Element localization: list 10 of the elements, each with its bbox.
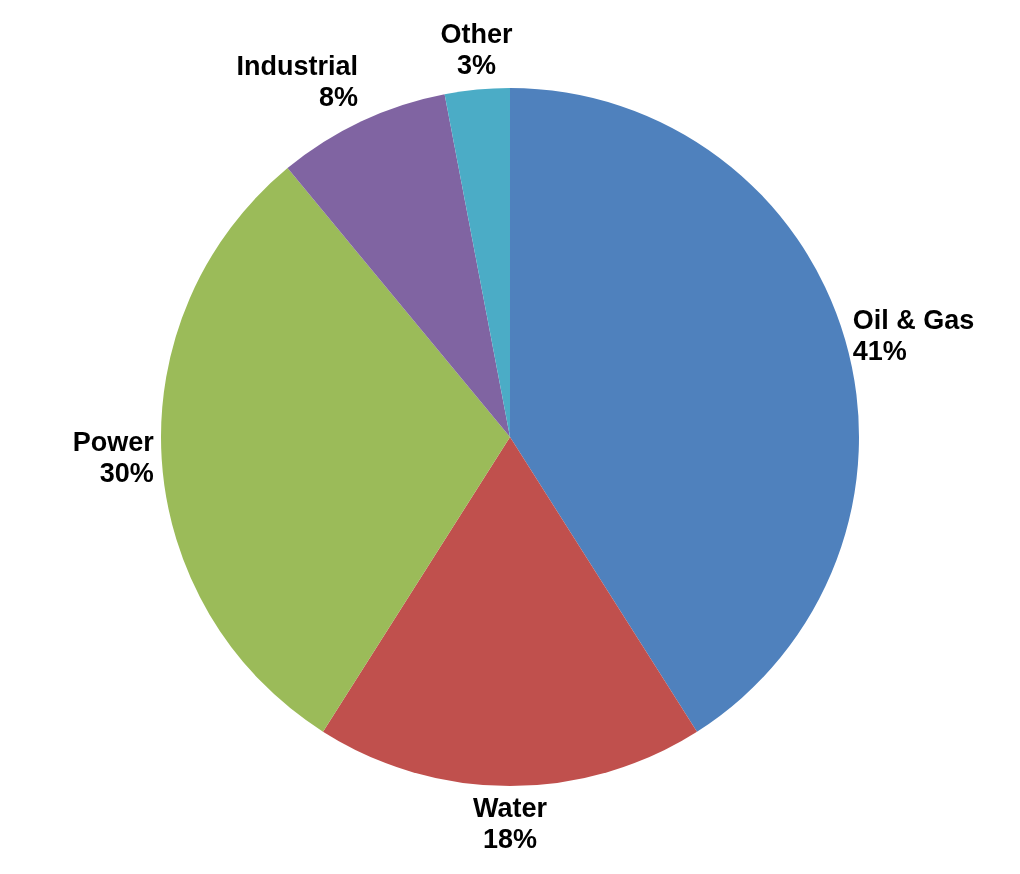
data-label: 3% xyxy=(456,49,496,80)
slice-label: Other xyxy=(440,18,513,49)
data-label: 30% xyxy=(99,458,154,489)
data-label: 18% xyxy=(482,823,538,854)
slice-label: Power xyxy=(72,427,155,458)
slice-label: Industrial xyxy=(236,50,358,81)
slice-label: Oil & Gas xyxy=(852,305,975,336)
slice-label: Water xyxy=(472,792,548,823)
data-label: 8% xyxy=(318,81,358,112)
data-label: 41% xyxy=(852,336,907,367)
